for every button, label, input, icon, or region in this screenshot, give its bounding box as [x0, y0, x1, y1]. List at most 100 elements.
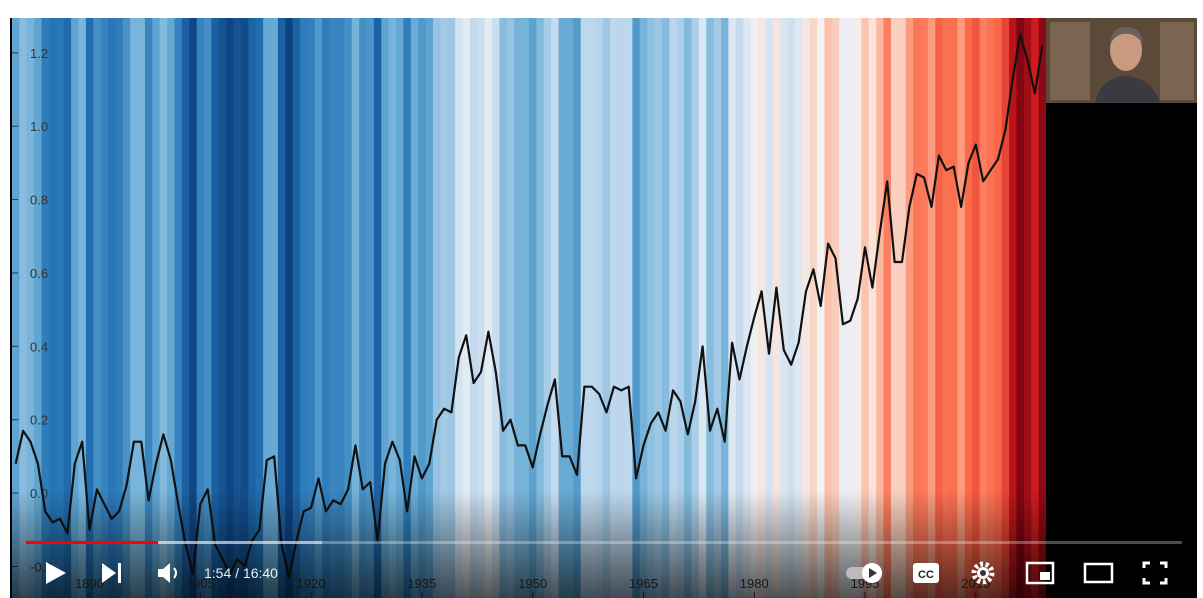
volume-button[interactable] [158, 563, 177, 583]
stripe [661, 18, 670, 598]
stripe [868, 18, 877, 598]
stripe [610, 18, 619, 598]
stripe [588, 18, 596, 598]
stripe [757, 18, 766, 598]
stripe [964, 18, 973, 598]
theater-button[interactable] [1083, 562, 1114, 584]
stripe [373, 18, 382, 598]
mini-inner [1040, 572, 1050, 580]
stripe [853, 18, 862, 598]
stripe [329, 18, 338, 598]
stripe [890, 18, 899, 598]
stripe [1023, 18, 1032, 598]
stripe [625, 18, 633, 598]
stripe [462, 18, 471, 598]
stripe [1009, 18, 1017, 598]
stripe [85, 18, 94, 598]
stripe [543, 18, 552, 598]
stripe [506, 18, 515, 598]
stripe [233, 18, 242, 598]
stripe [322, 18, 330, 598]
stripe [396, 18, 404, 598]
stripe [56, 18, 65, 598]
stripe [780, 18, 788, 598]
stripe [536, 18, 545, 598]
stripe [359, 18, 367, 598]
stripe [676, 18, 685, 598]
stripe [100, 18, 109, 598]
y-tick-label: 0.2 [30, 413, 48, 428]
cc-label: CC [918, 569, 934, 581]
stripe [12, 18, 20, 598]
y-tick-label: 0.4 [30, 339, 48, 354]
stripe [425, 18, 434, 598]
stripe [595, 18, 604, 598]
stripe [846, 18, 855, 598]
stripe [514, 18, 523, 598]
play-button[interactable] [46, 562, 66, 584]
person-head [1110, 29, 1142, 71]
stripe [366, 18, 375, 598]
stripe [19, 18, 28, 598]
stripe [499, 18, 508, 598]
video-frame: -0.20.00.20.40.60.81.01.2189019051920193… [10, 18, 1197, 598]
stripe [388, 18, 397, 598]
stripe [942, 18, 951, 598]
captions-button[interactable]: CC [913, 563, 939, 583]
stripe [802, 18, 811, 598]
stripe [292, 18, 301, 598]
fullscreen-button[interactable] [1142, 561, 1168, 585]
stripe [558, 18, 567, 598]
stripe [314, 18, 323, 598]
mini-frame [1025, 561, 1055, 585]
stripe [152, 18, 161, 598]
stripe [521, 18, 530, 598]
bookshelf [1050, 22, 1090, 100]
stripe [196, 18, 205, 598]
stripe [137, 18, 146, 598]
stripe [728, 18, 737, 598]
stripe [130, 18, 138, 598]
stripe [920, 18, 929, 598]
stripe [115, 18, 124, 598]
next-icon [102, 563, 116, 583]
stripe [248, 18, 257, 598]
miniplayer-button[interactable] [1025, 561, 1055, 585]
stripe [26, 18, 35, 598]
autoplay-toggle[interactable] [846, 563, 882, 583]
webcam [1046, 18, 1197, 103]
stripe [41, 18, 50, 598]
stripe [492, 18, 500, 598]
bookshelf [1160, 22, 1194, 100]
progress-track[interactable] [26, 541, 1182, 544]
stripe [34, 18, 42, 598]
stripe [189, 18, 198, 598]
stripe [824, 18, 833, 598]
stripe [307, 18, 316, 598]
next-button[interactable] [102, 563, 121, 583]
time-display: 1:54 / 16:40 [204, 565, 278, 581]
cc-box [913, 563, 939, 583]
stripe [647, 18, 655, 598]
settings-button[interactable] [971, 561, 995, 585]
stripe [403, 18, 412, 598]
stripe [935, 18, 943, 598]
stripe [277, 18, 286, 598]
stripe [285, 18, 294, 598]
stripe [949, 18, 958, 598]
stripe [240, 18, 249, 598]
stripe [787, 18, 796, 598]
stripe [602, 18, 611, 598]
stripe [713, 18, 722, 598]
stripe [226, 18, 234, 598]
gear-teeth [971, 561, 995, 585]
stripe [440, 18, 449, 598]
stripe [255, 18, 264, 598]
stripe [167, 18, 175, 598]
stripe [772, 18, 781, 598]
stripe [861, 18, 870, 598]
stripe [883, 18, 892, 598]
stripe [669, 18, 678, 598]
